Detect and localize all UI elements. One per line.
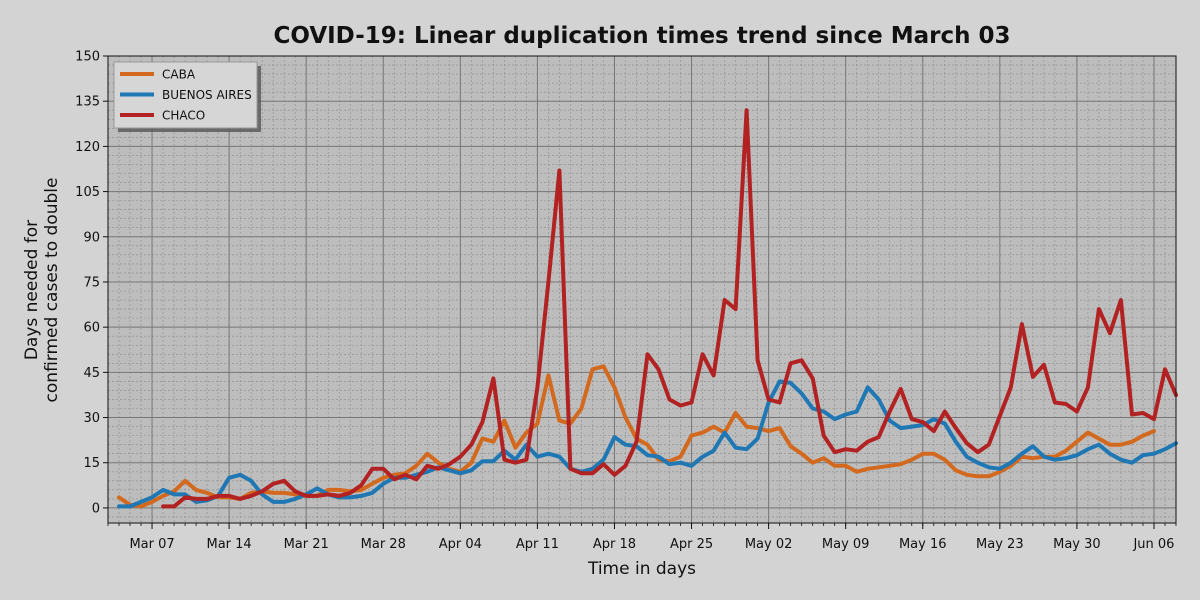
x-tick-label: May 09	[822, 537, 870, 552]
x-tick-label: Apr 11	[516, 537, 559, 552]
legend-label: CHACO	[162, 109, 205, 123]
plot-frame	[107, 55, 1177, 524]
x-tick-label: Apr 04	[439, 537, 482, 552]
x-tick-label: May 30	[1053, 537, 1101, 552]
x-tick-label: Jun 06	[1132, 537, 1174, 552]
y-tick-label: 75	[83, 275, 100, 290]
legend-label: CABA	[162, 68, 196, 82]
x-axis: Mar 07 Mar 14 Mar 21 Mar 28 Apr 04 Apr 11 Apr …	[107, 523, 1177, 552]
x-tick-label: Mar 28	[361, 537, 406, 552]
x-tick-label: May 16	[899, 537, 947, 552]
y-axis: 0 15 30 45 60 75 90 105 120 135 150	[75, 50, 108, 516]
x-tick-label: Apr 18	[593, 537, 636, 552]
y-axis-label-line1: Days needed for	[22, 220, 42, 360]
y-tick-label: 135	[75, 95, 100, 110]
x-tick-label: Apr 25	[670, 537, 713, 552]
x-axis-label: Time in days	[587, 559, 696, 579]
y-tick-label: 15	[83, 456, 100, 471]
y-tick-label: 0	[92, 501, 100, 516]
x-tick-label: Mar 07	[129, 537, 174, 552]
x-tick-label: Mar 14	[207, 537, 252, 552]
legend-label: BUENOS AIRES	[162, 88, 252, 102]
legend: CABA BUENOS AIRES CHACO	[113, 61, 261, 132]
y-axis-label-line2: confirmed cases to double	[42, 178, 62, 403]
x-tick-label: May 23	[976, 537, 1024, 552]
y-tick-label: 105	[75, 185, 100, 200]
y-tick-label: 90	[83, 230, 100, 245]
y-tick-label: 60	[83, 321, 100, 336]
x-tick-label: May 02	[745, 537, 793, 552]
chart-title: COVID-19: Linear duplication times trend…	[274, 23, 1011, 49]
series-line-chaco	[161, 108, 1178, 509]
series-layer	[117, 108, 1178, 509]
y-tick-label: 45	[83, 366, 100, 381]
y-tick-label: 150	[75, 50, 100, 65]
y-tick-label: 30	[83, 411, 100, 426]
y-tick-label: 120	[75, 140, 100, 155]
y-axis-label: Days needed for confirmed cases to doubl…	[22, 178, 62, 403]
plot-area	[108, 56, 1176, 523]
series-line-buenos-aires	[117, 379, 1178, 509]
x-tick-label: Mar 21	[284, 537, 329, 552]
